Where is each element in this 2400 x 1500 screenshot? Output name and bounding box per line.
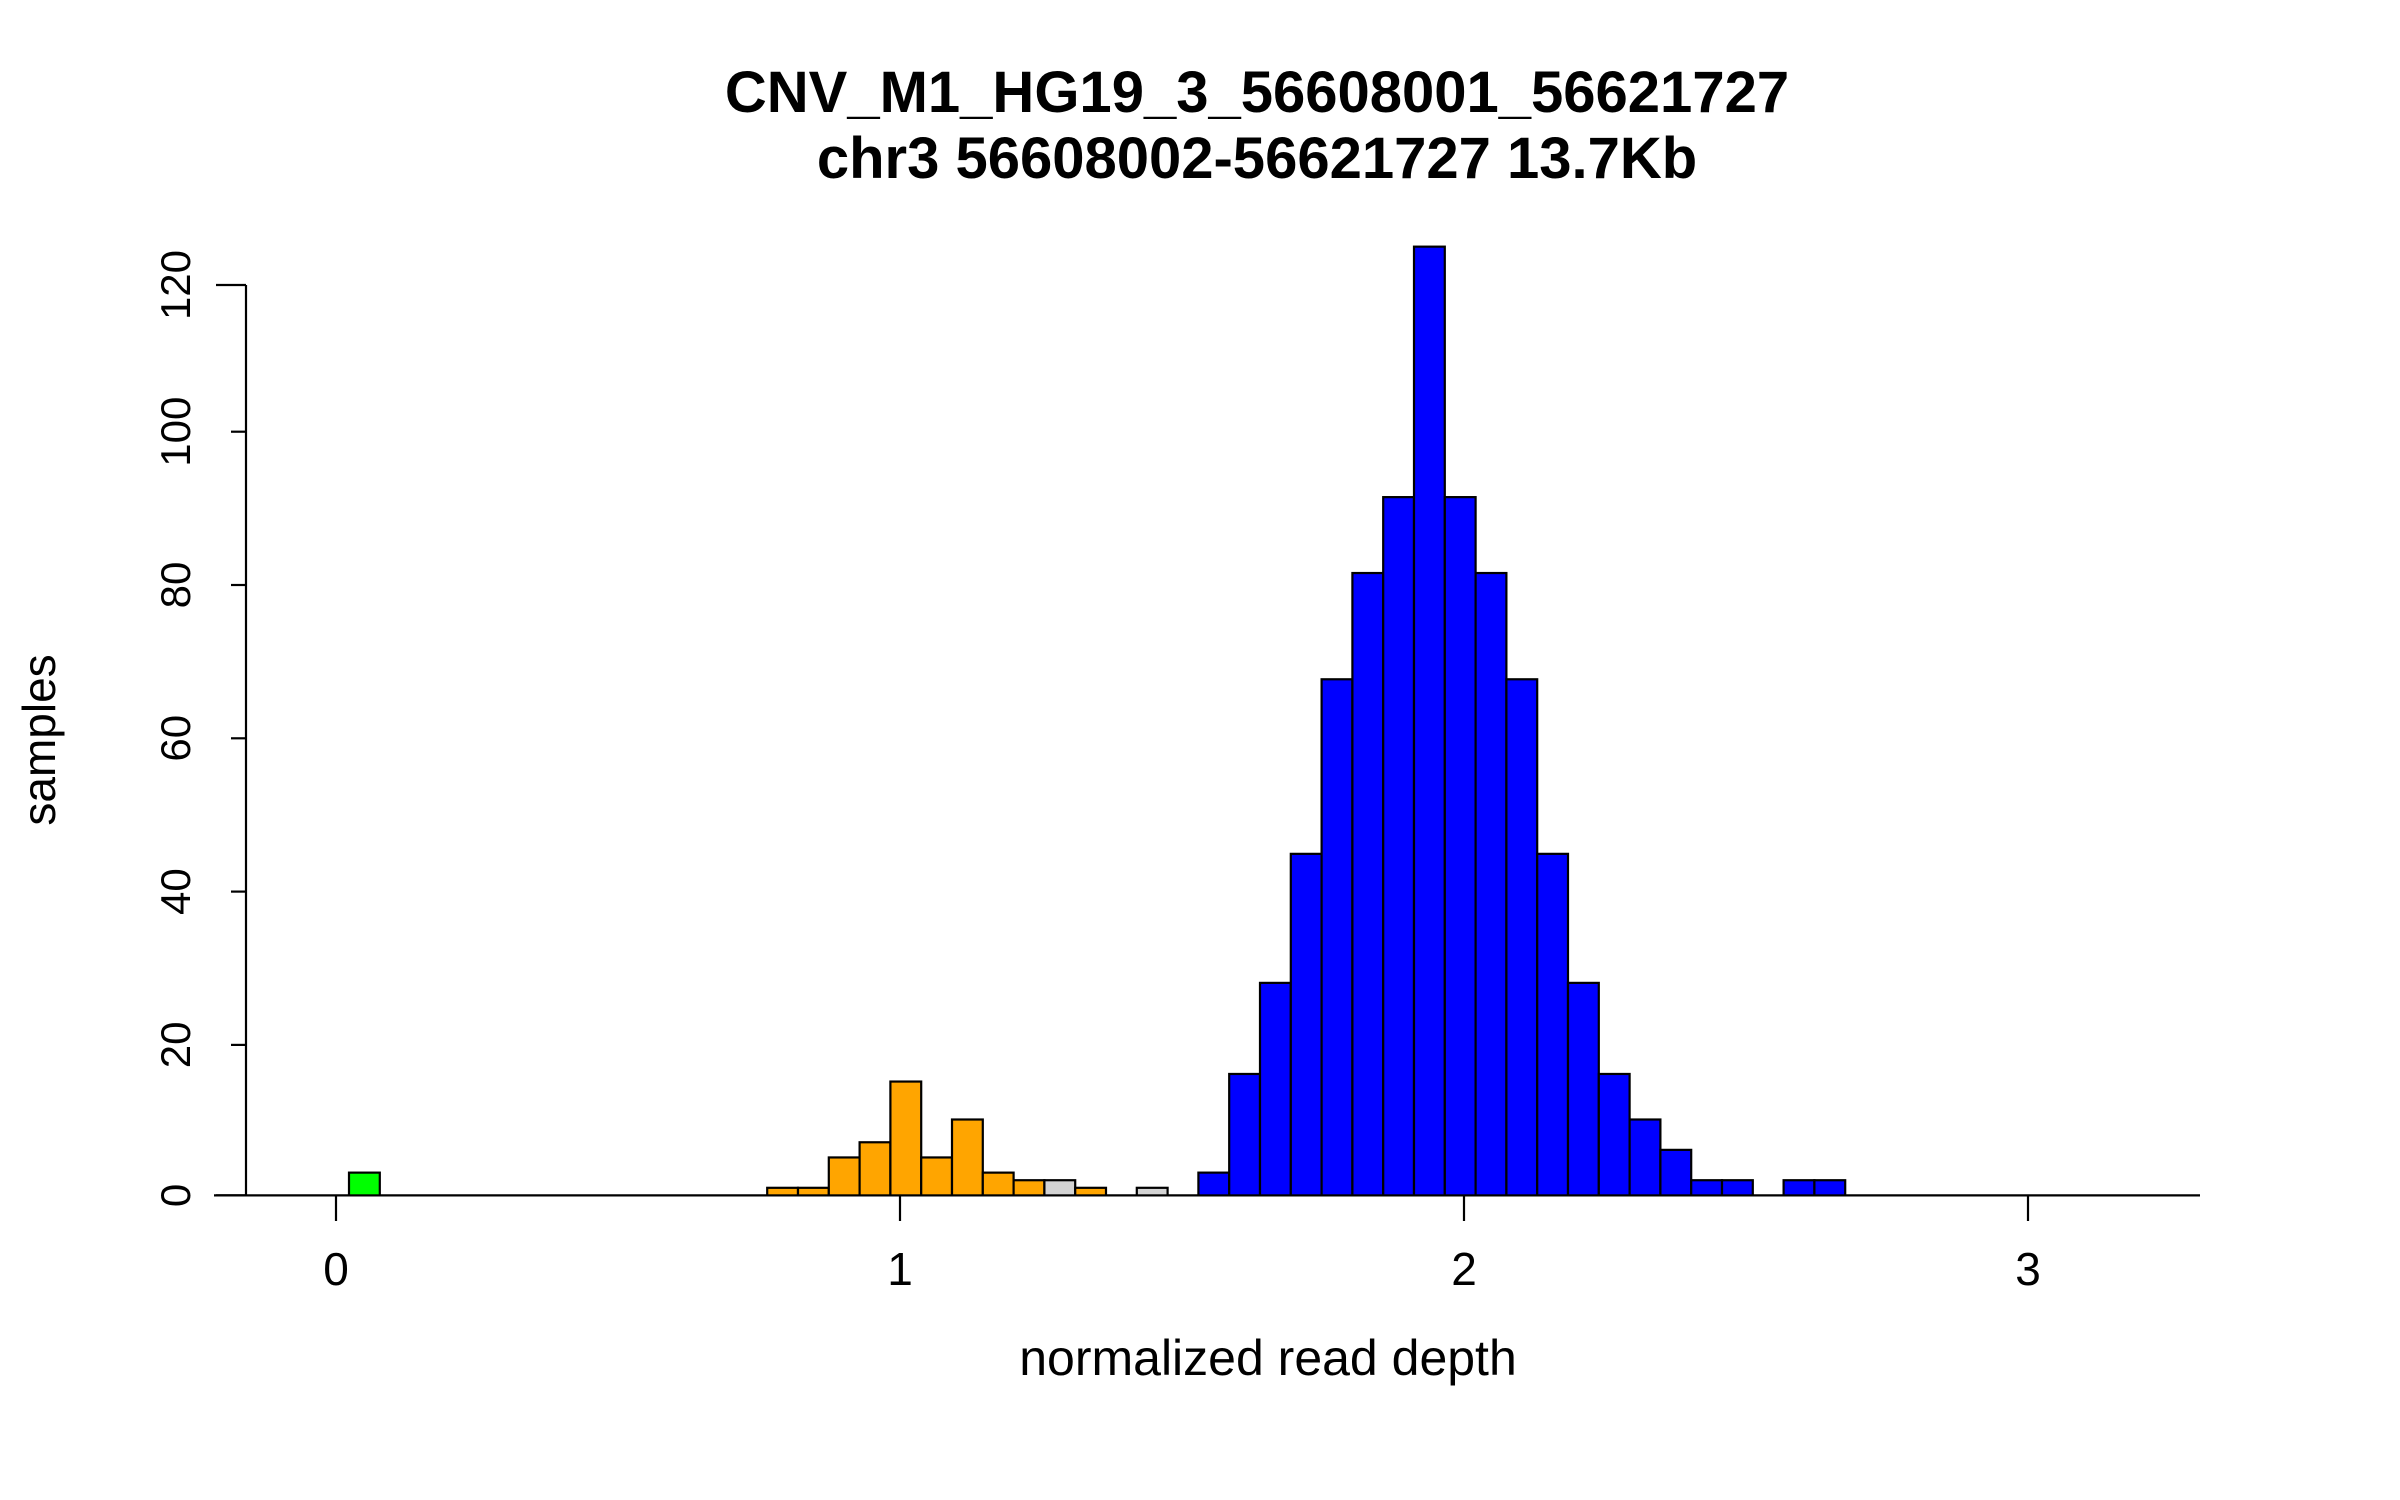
svg-text:chr3 56608002-56621727 13.7Kb: chr3 56608002-56621727 13.7Kb (817, 126, 1697, 191)
svg-text:3: 3 (2015, 1243, 2041, 1295)
svg-text:80: 80 (152, 562, 199, 609)
svg-text:40: 40 (152, 868, 199, 915)
svg-text:1: 1 (887, 1243, 913, 1295)
svg-text:120: 120 (152, 250, 199, 320)
svg-text:samples: samples (13, 654, 65, 825)
svg-text:0: 0 (323, 1243, 349, 1295)
svg-text:2: 2 (1451, 1243, 1477, 1295)
svg-text:normalized read depth: normalized read depth (1019, 1330, 1517, 1386)
svg-text:0: 0 (152, 1184, 199, 1207)
svg-text:100: 100 (152, 397, 199, 467)
svg-text:60: 60 (152, 715, 199, 762)
svg-text:CNV_M1_HG19_3_56608001_5662172: CNV_M1_HG19_3_56608001_56621727 (725, 60, 1789, 125)
svg-text:20: 20 (152, 1022, 199, 1069)
